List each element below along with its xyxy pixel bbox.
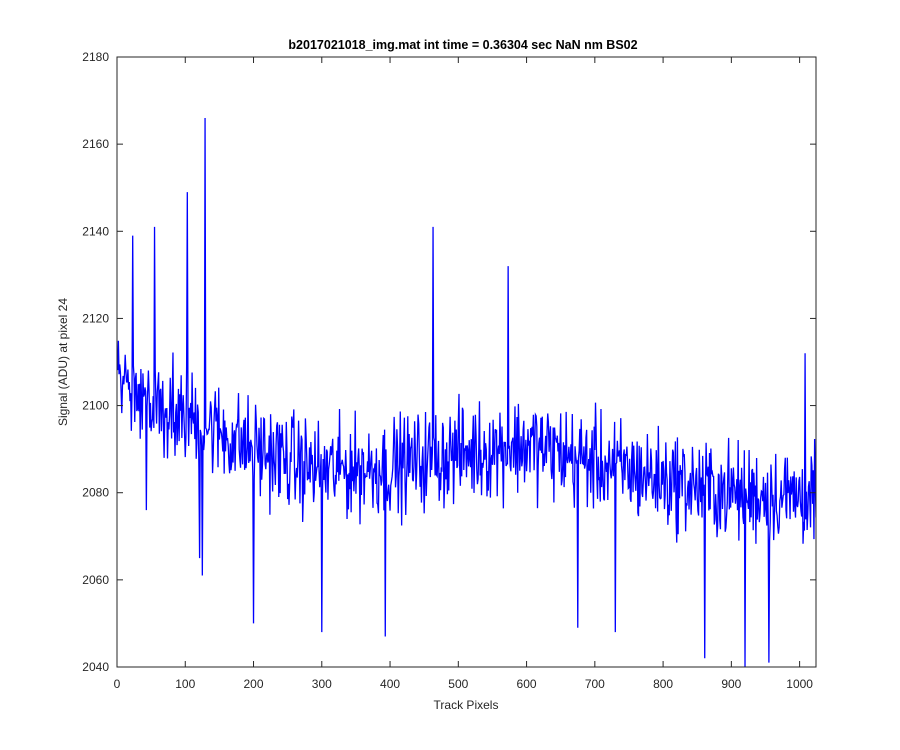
y-tick-label: 2160 [82,137,109,151]
x-tick-label: 500 [448,677,468,691]
x-tick-label: 1000 [786,677,813,691]
x-tick-label: 100 [175,677,195,691]
y-tick-label: 2140 [82,224,109,238]
x-tick-label: 0 [114,677,121,691]
chart-title: b2017021018_img.mat int time = 0.36304 s… [288,38,637,52]
x-tick-label: 700 [585,677,605,691]
axis-ticks: 0 100 200 300 400 500 600 700 800 900 1000 2040 2060… [82,50,816,691]
y-tick-label: 2060 [82,573,109,587]
y-tick-label: 2100 [82,399,109,413]
y-tick-label: 2080 [82,486,109,500]
x-tick-label: 900 [721,677,741,691]
x-tick-label: 400 [380,677,400,691]
x-tick-label: 200 [244,677,264,691]
y-axis-label: Signal (ADU) at pixel 24 [56,298,70,426]
x-tick-label: 300 [312,677,332,691]
x-tick-label: 600 [517,677,537,691]
x-axis-label: Track Pixels [434,698,499,712]
y-tick-label: 2040 [82,660,109,674]
axes-box [116,56,817,668]
y-tick-label: 2180 [82,50,109,64]
data-series-line [117,117,816,667]
x-tick-label: 800 [653,677,673,691]
y-tick-label: 2120 [82,311,109,325]
plot-area [116,56,817,668]
